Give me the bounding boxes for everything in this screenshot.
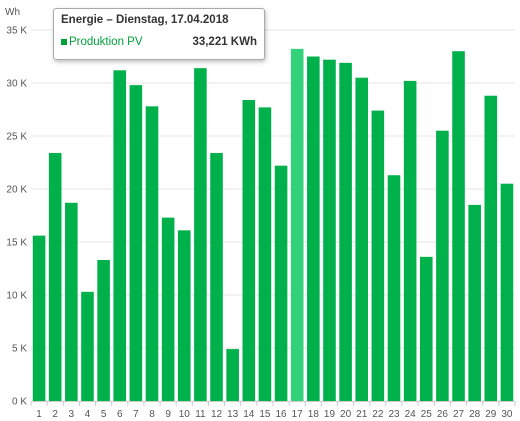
bar-9[interactable]: [161, 217, 175, 401]
bar-19[interactable]: [323, 59, 336, 402]
bar-11[interactable]: [194, 68, 207, 401]
x-tick-label: 21: [356, 409, 368, 420]
bar-8[interactable]: [145, 106, 159, 401]
y-tick-label: 0 K: [12, 397, 27, 408]
x-tick-label: 22: [372, 409, 384, 420]
x-tick-label: 26: [437, 409, 449, 420]
x-tick-label: 7: [133, 409, 139, 420]
x-tick-label: 25: [421, 409, 433, 420]
bar-28[interactable]: [468, 204, 481, 401]
x-tick-label: 19: [324, 409, 336, 420]
x-tick-label: 12: [211, 409, 223, 420]
bar-25[interactable]: [419, 256, 433, 401]
x-tick-label: 5: [101, 409, 107, 420]
bar-7[interactable]: [129, 85, 143, 402]
bar-10[interactable]: [177, 230, 191, 401]
bar-6[interactable]: [113, 70, 127, 401]
x-tick-label: 8: [149, 409, 155, 420]
tooltip-row: Produktion PV 33,221 KWh: [61, 36, 257, 48]
bar-30[interactable]: [500, 183, 514, 401]
tooltip-series-name: Produktion PV: [69, 36, 143, 48]
tooltip-series: Produktion PV: [61, 36, 143, 48]
x-tick-label: 17: [292, 409, 304, 420]
bar-15[interactable]: [258, 107, 272, 401]
x-tick-label: 20: [340, 409, 352, 420]
bar-26[interactable]: [436, 130, 449, 401]
x-tick-label: 28: [469, 409, 481, 420]
bar-14[interactable]: [242, 99, 256, 402]
x-tick-label: 16: [276, 409, 288, 420]
bar-1[interactable]: [32, 235, 46, 401]
x-tick-label: 11: [195, 409, 206, 420]
y-tick-label: 20 K: [6, 185, 27, 196]
bar-29[interactable]: [484, 95, 498, 401]
y-tick-label: 25 K: [6, 132, 27, 143]
bar-27[interactable]: [452, 51, 465, 401]
x-tick-label: 24: [405, 409, 417, 420]
bar-3[interactable]: [65, 202, 78, 401]
y-tick-label: 15 K: [6, 238, 27, 249]
x-tick-label: 18: [308, 409, 320, 420]
x-tick-label: 14: [243, 409, 255, 420]
bar-2[interactable]: [48, 152, 62, 401]
bar-12[interactable]: [210, 152, 223, 401]
y-tick-label: 5 K: [12, 344, 27, 355]
bar-20[interactable]: [339, 62, 352, 402]
tooltip: Energie – Dienstag, 17.04.2018 Produktio…: [53, 8, 265, 60]
bar-21[interactable]: [355, 77, 369, 401]
x-tick-label: 3: [69, 409, 75, 420]
bar-4[interactable]: [81, 291, 94, 401]
bar-17[interactable]: [290, 48, 304, 402]
tooltip-value: 33,221 KWh: [192, 36, 257, 48]
x-tick-label: 4: [85, 409, 91, 420]
x-tick-label: 15: [259, 409, 271, 420]
y-tick-label: 35 K: [6, 26, 27, 37]
bar-18[interactable]: [307, 56, 320, 402]
x-tick-label: 13: [227, 409, 239, 420]
bar-23[interactable]: [387, 175, 401, 401]
x-tick-label: 30: [501, 409, 513, 420]
x-tick-label: 1: [36, 409, 42, 420]
x-tick-label: 6: [117, 409, 123, 420]
x-tick-label: 2: [52, 409, 58, 420]
bar-5[interactable]: [97, 260, 110, 401]
bars: [32, 48, 514, 402]
y-tick-label: 30 K: [6, 79, 27, 90]
x-tick-label: 9: [165, 409, 171, 420]
x-tick-label: 29: [485, 409, 497, 420]
x-tick-label: 27: [453, 409, 465, 420]
series-swatch-icon: [61, 39, 67, 45]
y-tick-label: 10 K: [6, 291, 27, 302]
bar-24[interactable]: [403, 80, 417, 401]
bar-16[interactable]: [274, 165, 288, 401]
bar-13[interactable]: [226, 349, 239, 401]
tooltip-title: Energie – Dienstag, 17.04.2018: [61, 14, 229, 26]
bar-22[interactable]: [371, 110, 385, 401]
y-axis-unit-label: Wh: [5, 7, 20, 18]
x-tick-label: 10: [179, 409, 191, 420]
x-tick-label: 23: [388, 409, 400, 420]
axes: 0 K5 K10 K15 K20 K25 K30 K35 K1 2 3 4 5 6 7 8 9 1…: [6, 26, 516, 420]
